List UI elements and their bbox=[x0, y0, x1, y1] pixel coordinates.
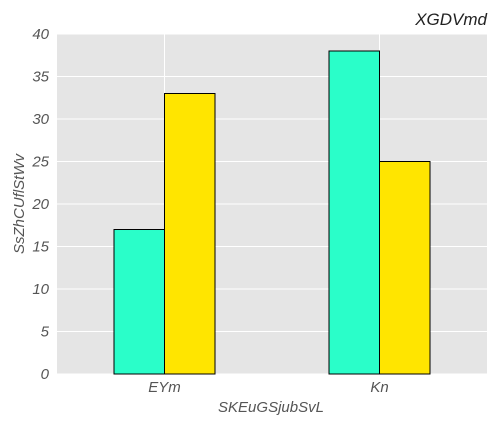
y-tick-label: 20 bbox=[31, 196, 49, 213]
y-tick-label: 15 bbox=[32, 239, 49, 256]
chart-title: XGDVmd bbox=[414, 10, 487, 29]
y-tick-label: 5 bbox=[41, 324, 50, 341]
bar-Kn-series-1 bbox=[328, 50, 380, 375]
y-tick-label: 25 bbox=[31, 154, 49, 171]
x-axis-label: SKEuGSjubSvL bbox=[218, 399, 324, 416]
x-tick-label: EYm bbox=[148, 379, 181, 396]
y-tick-label: 10 bbox=[32, 281, 49, 298]
x-axis-ticks: EYm Kn bbox=[148, 379, 388, 396]
x-tick-label: Kn bbox=[370, 379, 388, 396]
y-tick-label: 30 bbox=[32, 111, 49, 128]
y-tick-label: 40 bbox=[32, 26, 49, 43]
bar-EYm-series-1 bbox=[113, 229, 165, 375]
bars bbox=[113, 50, 431, 375]
bar-EYm-series-2 bbox=[164, 93, 216, 375]
y-axis-label: SsZhCUflStWv bbox=[11, 153, 28, 255]
y-tick-label: 35 bbox=[32, 69, 49, 86]
y-tick-label: 0 bbox=[41, 366, 50, 383]
y-axis-ticks: 0 5 10 15 20 25 30 35 40 bbox=[31, 26, 49, 383]
bar-Kn-series-2 bbox=[379, 161, 431, 375]
